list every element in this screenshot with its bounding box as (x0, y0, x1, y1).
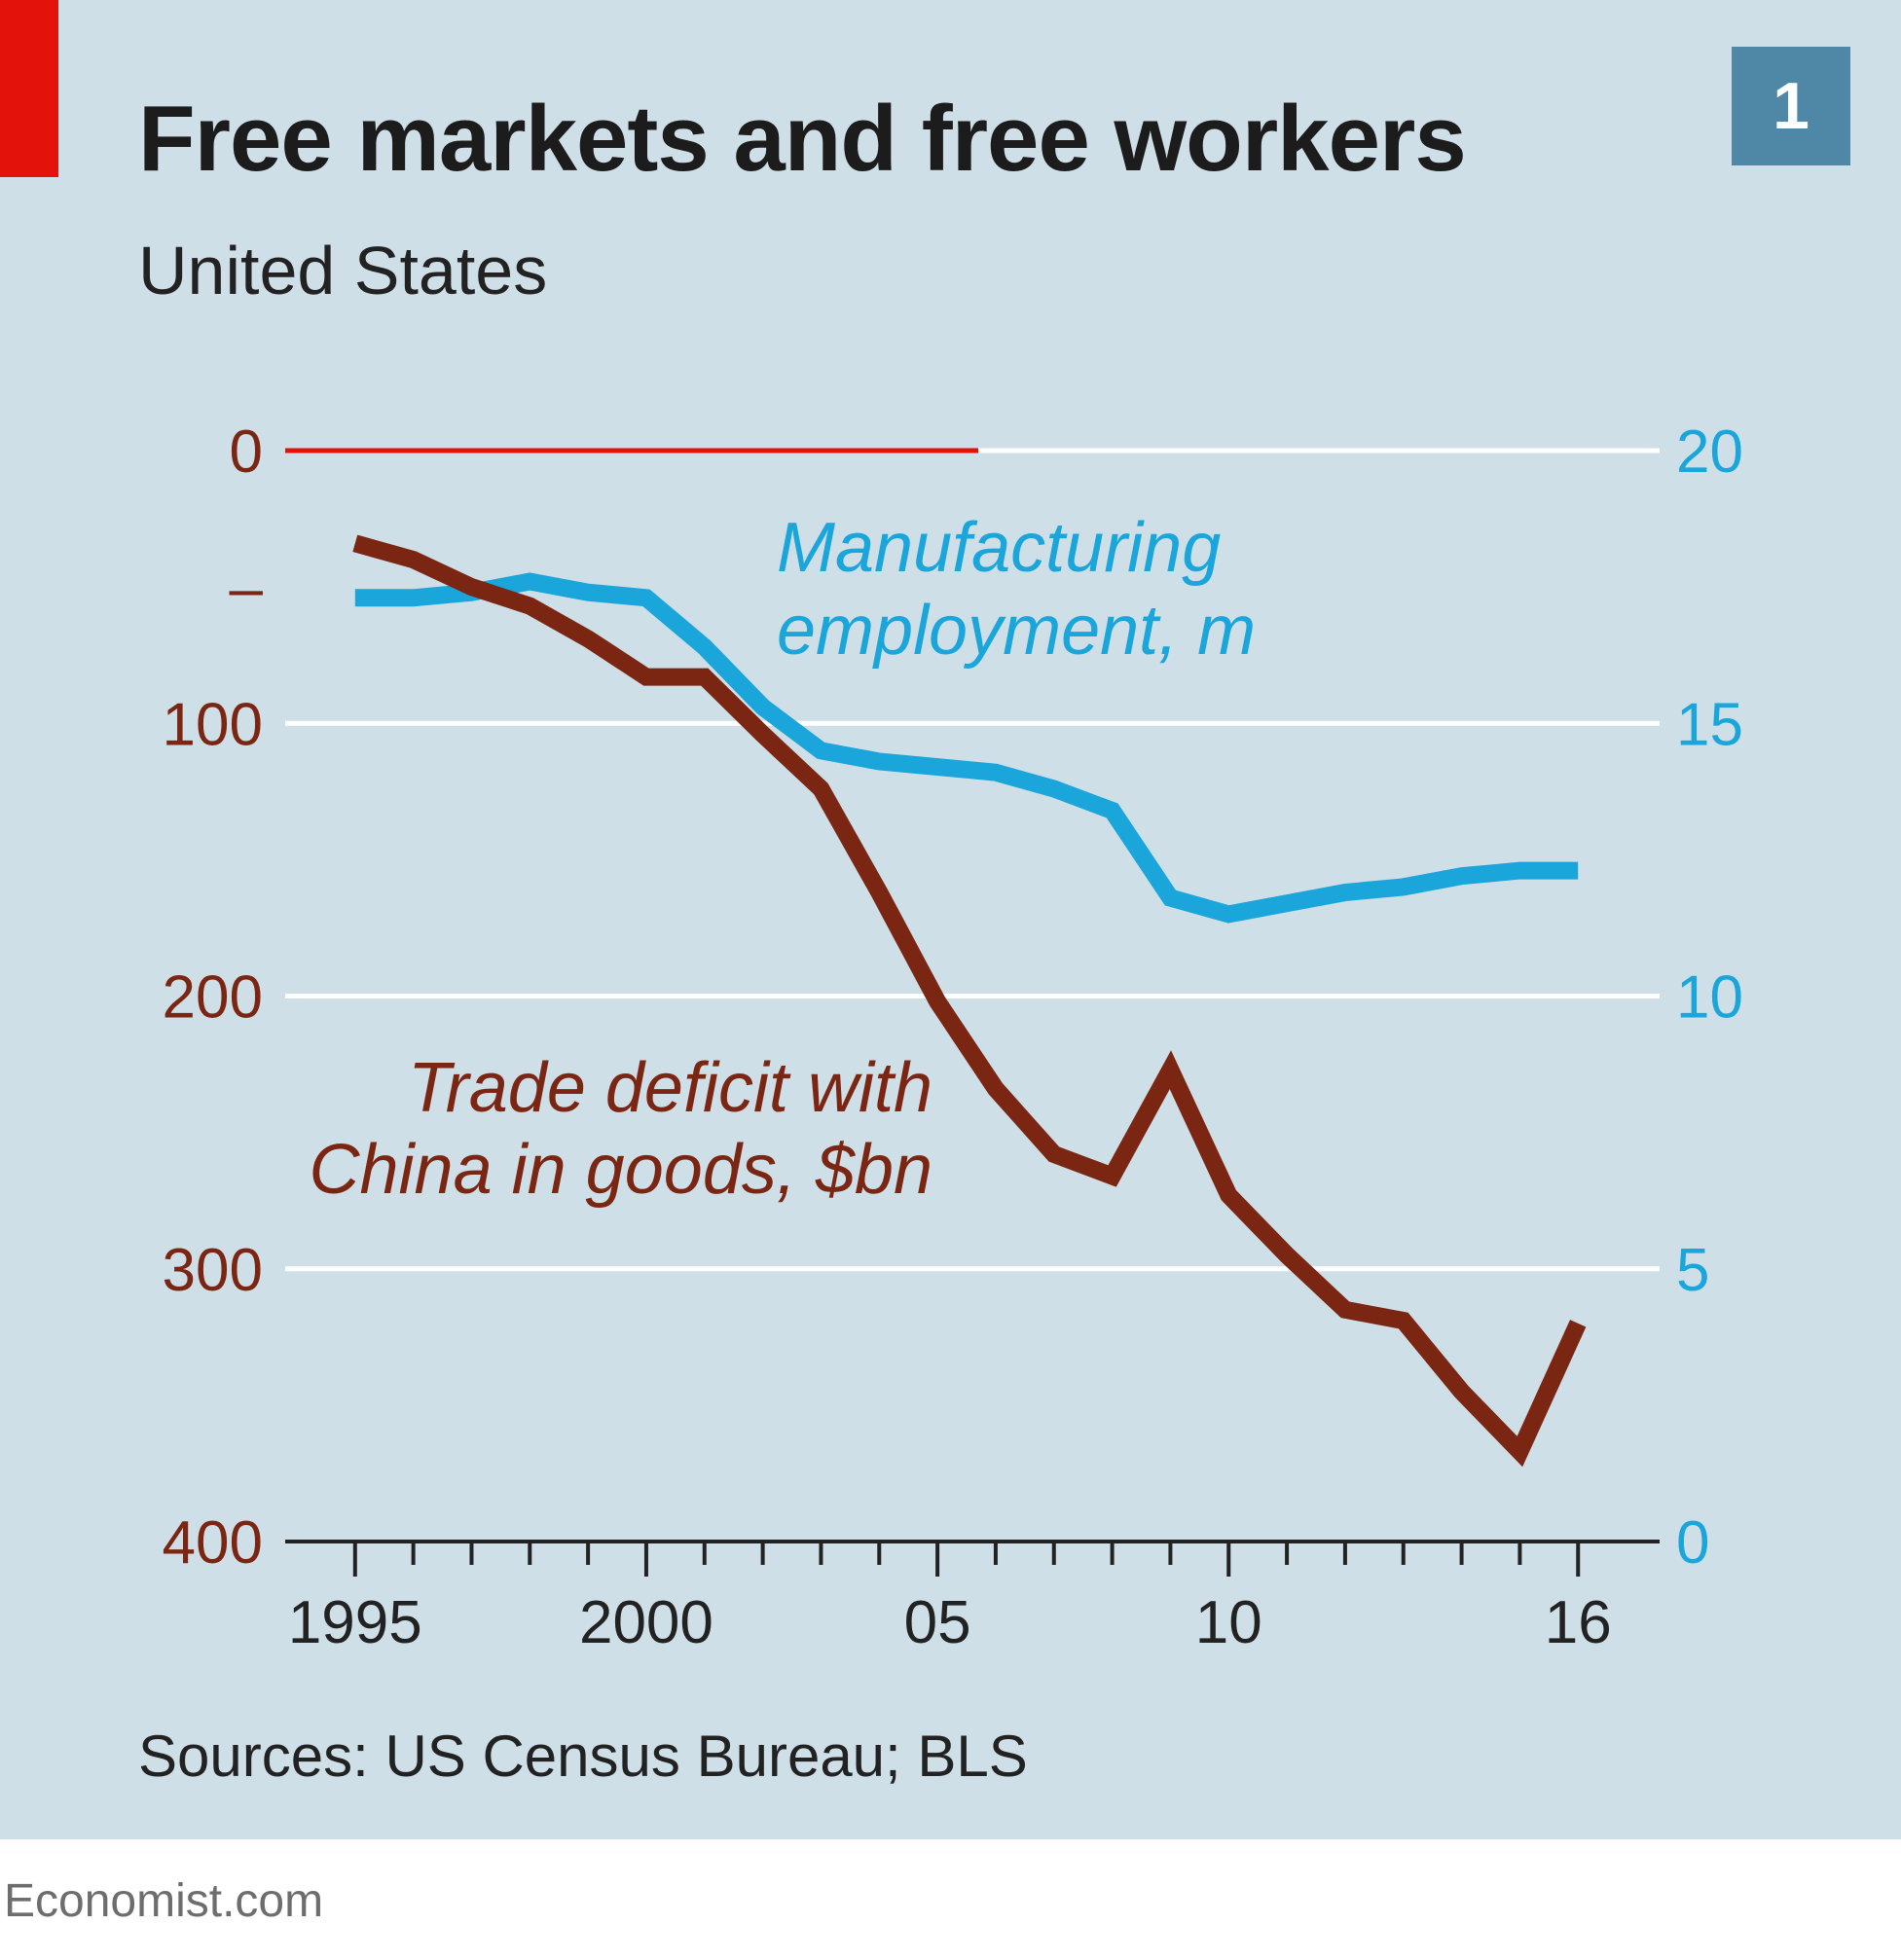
left-tick-label: 400 (163, 1509, 263, 1577)
employment-series-label: Manufacturing (777, 509, 1221, 587)
chart-subtitle: United States (138, 233, 548, 309)
red-accent-tab (0, 0, 58, 177)
left-tick-label: 200 (163, 964, 263, 1032)
source-note: Sources: US Census Bureau; BLS (138, 1724, 1028, 1789)
deficit-series-label: Trade deficit with (408, 1049, 932, 1127)
right-tick-label: 15 (1676, 691, 1743, 758)
gridlines (285, 448, 1660, 1272)
deficit-series-label: China in goods, $bn (310, 1131, 932, 1209)
x-tick-label: 16 (1545, 1589, 1612, 1656)
right-tick-label: 20 (1676, 418, 1743, 486)
x-tick-label: 2000 (579, 1589, 713, 1656)
chart-card: Free markets and free workers United Sta… (0, 0, 1901, 1839)
chart-number-badge: 1 (1732, 47, 1850, 165)
chart-title: Free markets and free workers (138, 87, 1467, 191)
left-tick-label: 0 (230, 418, 263, 486)
employment-series-label: employment, m (777, 592, 1256, 670)
left-axis-ticks: 0 – 100 200 300 400 (163, 418, 264, 1577)
publisher-credit: Economist.com (4, 1875, 324, 1927)
right-tick-label: 10 (1676, 964, 1743, 1032)
left-tick-label: 300 (163, 1237, 263, 1304)
x-tick-label: 05 (904, 1589, 971, 1656)
right-axis-ticks: 20 15 10 5 0 (1676, 418, 1743, 1577)
series-lines (352, 534, 1587, 1468)
left-tick-label: 100 (163, 691, 263, 758)
right-tick-label: 5 (1676, 1237, 1709, 1304)
x-tick-label: 1995 (288, 1589, 422, 1656)
left-tick-label: – (230, 555, 264, 622)
trade-deficit-line (352, 534, 1587, 1468)
x-axis (285, 1540, 1660, 1577)
manufacturing-employment-line (354, 572, 1579, 924)
x-axis-tick-labels: 1995 2000 05 10 16 (288, 1589, 1612, 1656)
x-tick-label: 10 (1195, 1589, 1262, 1656)
right-tick-label: 0 (1676, 1509, 1709, 1577)
line-chart: 0 – 100 200 300 400 20 15 10 5 0 1995 2000 05 10 16 M… (163, 418, 1743, 1656)
